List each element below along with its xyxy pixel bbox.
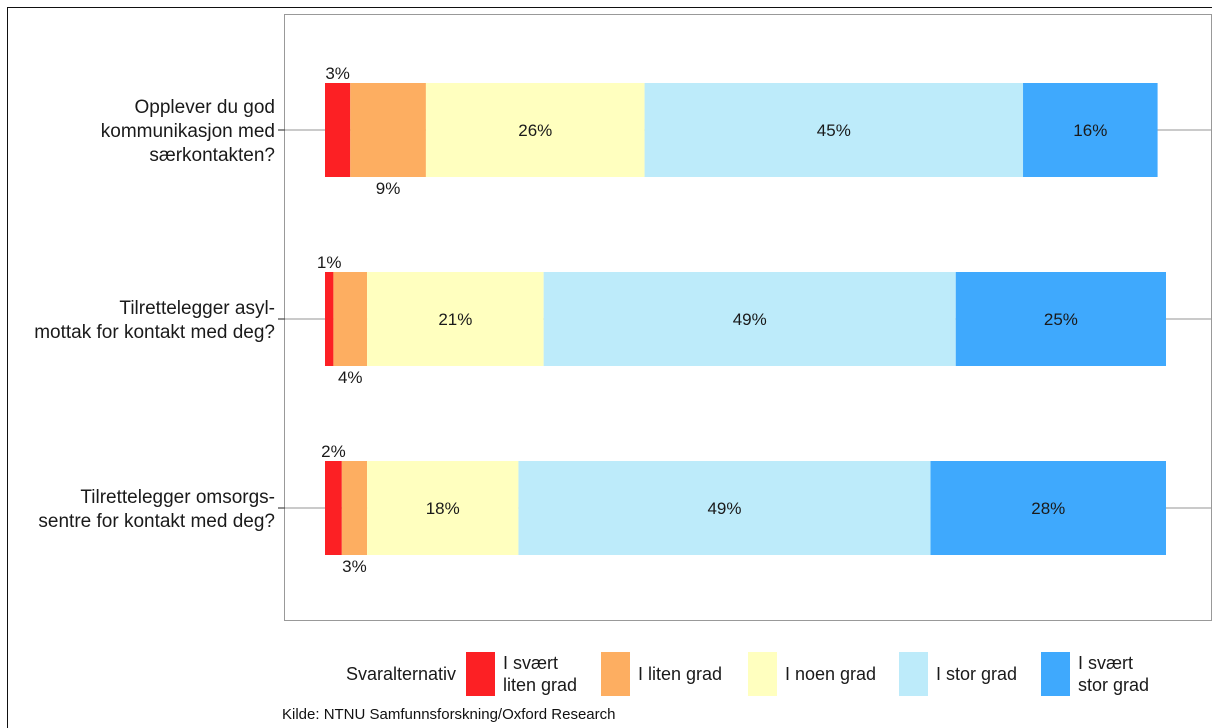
legend-key bbox=[899, 652, 928, 696]
bar-segment bbox=[333, 272, 368, 366]
bars-layer: 3% 9% 26% 45% 16% 1% 4% 21% 49% 25% 2% 3% 18% 49% 28% bbox=[278, 64, 1211, 576]
legend-label: I svært liten grad bbox=[503, 653, 577, 695]
data-label: 2% bbox=[321, 442, 346, 461]
data-label: 21% bbox=[438, 310, 472, 329]
category-labels: Opplever du god kommunikasjon med særkonta… bbox=[34, 97, 275, 532]
legend-label: I stor grad bbox=[936, 664, 1017, 684]
bar-segment bbox=[955, 272, 1166, 366]
data-label: 49% bbox=[733, 310, 767, 329]
data-label: 1% bbox=[317, 253, 342, 272]
data-label: 25% bbox=[1044, 310, 1078, 329]
legend-title: Svaralternativ bbox=[346, 664, 456, 684]
bar-segment bbox=[341, 461, 368, 555]
bar-segment bbox=[543, 272, 956, 366]
data-label: 16% bbox=[1073, 121, 1107, 140]
bar-segment bbox=[325, 83, 351, 177]
legend-key bbox=[1041, 652, 1070, 696]
legend-key bbox=[748, 652, 777, 696]
bar-segment bbox=[350, 83, 426, 177]
bar-segment bbox=[425, 83, 645, 177]
legend-key bbox=[466, 652, 495, 696]
data-label: 26% bbox=[518, 121, 552, 140]
category-label: Tilrettelegger asyl-mottak for kontakt m… bbox=[34, 298, 275, 343]
bar-segment bbox=[644, 83, 1024, 177]
source-note: Kilde: NTNU Samfunnsforskning/Oxford Res… bbox=[282, 706, 616, 723]
bar-segment bbox=[325, 272, 334, 366]
legend-label: I liten grad bbox=[638, 664, 722, 684]
stacked-bar-chart: 3%9%26% 45% 16%1%4%21% 49% 25%2%3%18% 49% 28% … bbox=[34, 14, 1212, 696]
figure-border bbox=[7, 7, 1212, 728]
data-label: 28% bbox=[1031, 499, 1065, 518]
data-label: 9% bbox=[376, 179, 401, 198]
data-label: 3% bbox=[325, 64, 350, 83]
bar-segment bbox=[367, 461, 519, 555]
data-label: 4% bbox=[338, 368, 363, 387]
data-label: 3% bbox=[342, 557, 367, 576]
data-label: 45% bbox=[817, 121, 851, 140]
category-label: Tilrettelegger omsorgs-sentre for kontak… bbox=[38, 487, 275, 532]
bar-segment bbox=[930, 461, 1166, 555]
legend: Svaralternativ I svært liten grad I liten g… bbox=[346, 652, 1149, 696]
bar-segment bbox=[325, 461, 342, 555]
bar-segment bbox=[367, 272, 544, 366]
bar-segment bbox=[518, 461, 931, 555]
data-label: 49% bbox=[707, 499, 741, 518]
data-label: 18% bbox=[426, 499, 460, 518]
legend-label: I svært stor grad bbox=[1078, 653, 1149, 695]
legend-label: I noen grad bbox=[785, 664, 876, 684]
category-label: Opplever du god kommunikasjon med særkonta… bbox=[101, 97, 275, 166]
legend-key bbox=[601, 652, 630, 696]
bar-segment bbox=[1023, 83, 1158, 177]
